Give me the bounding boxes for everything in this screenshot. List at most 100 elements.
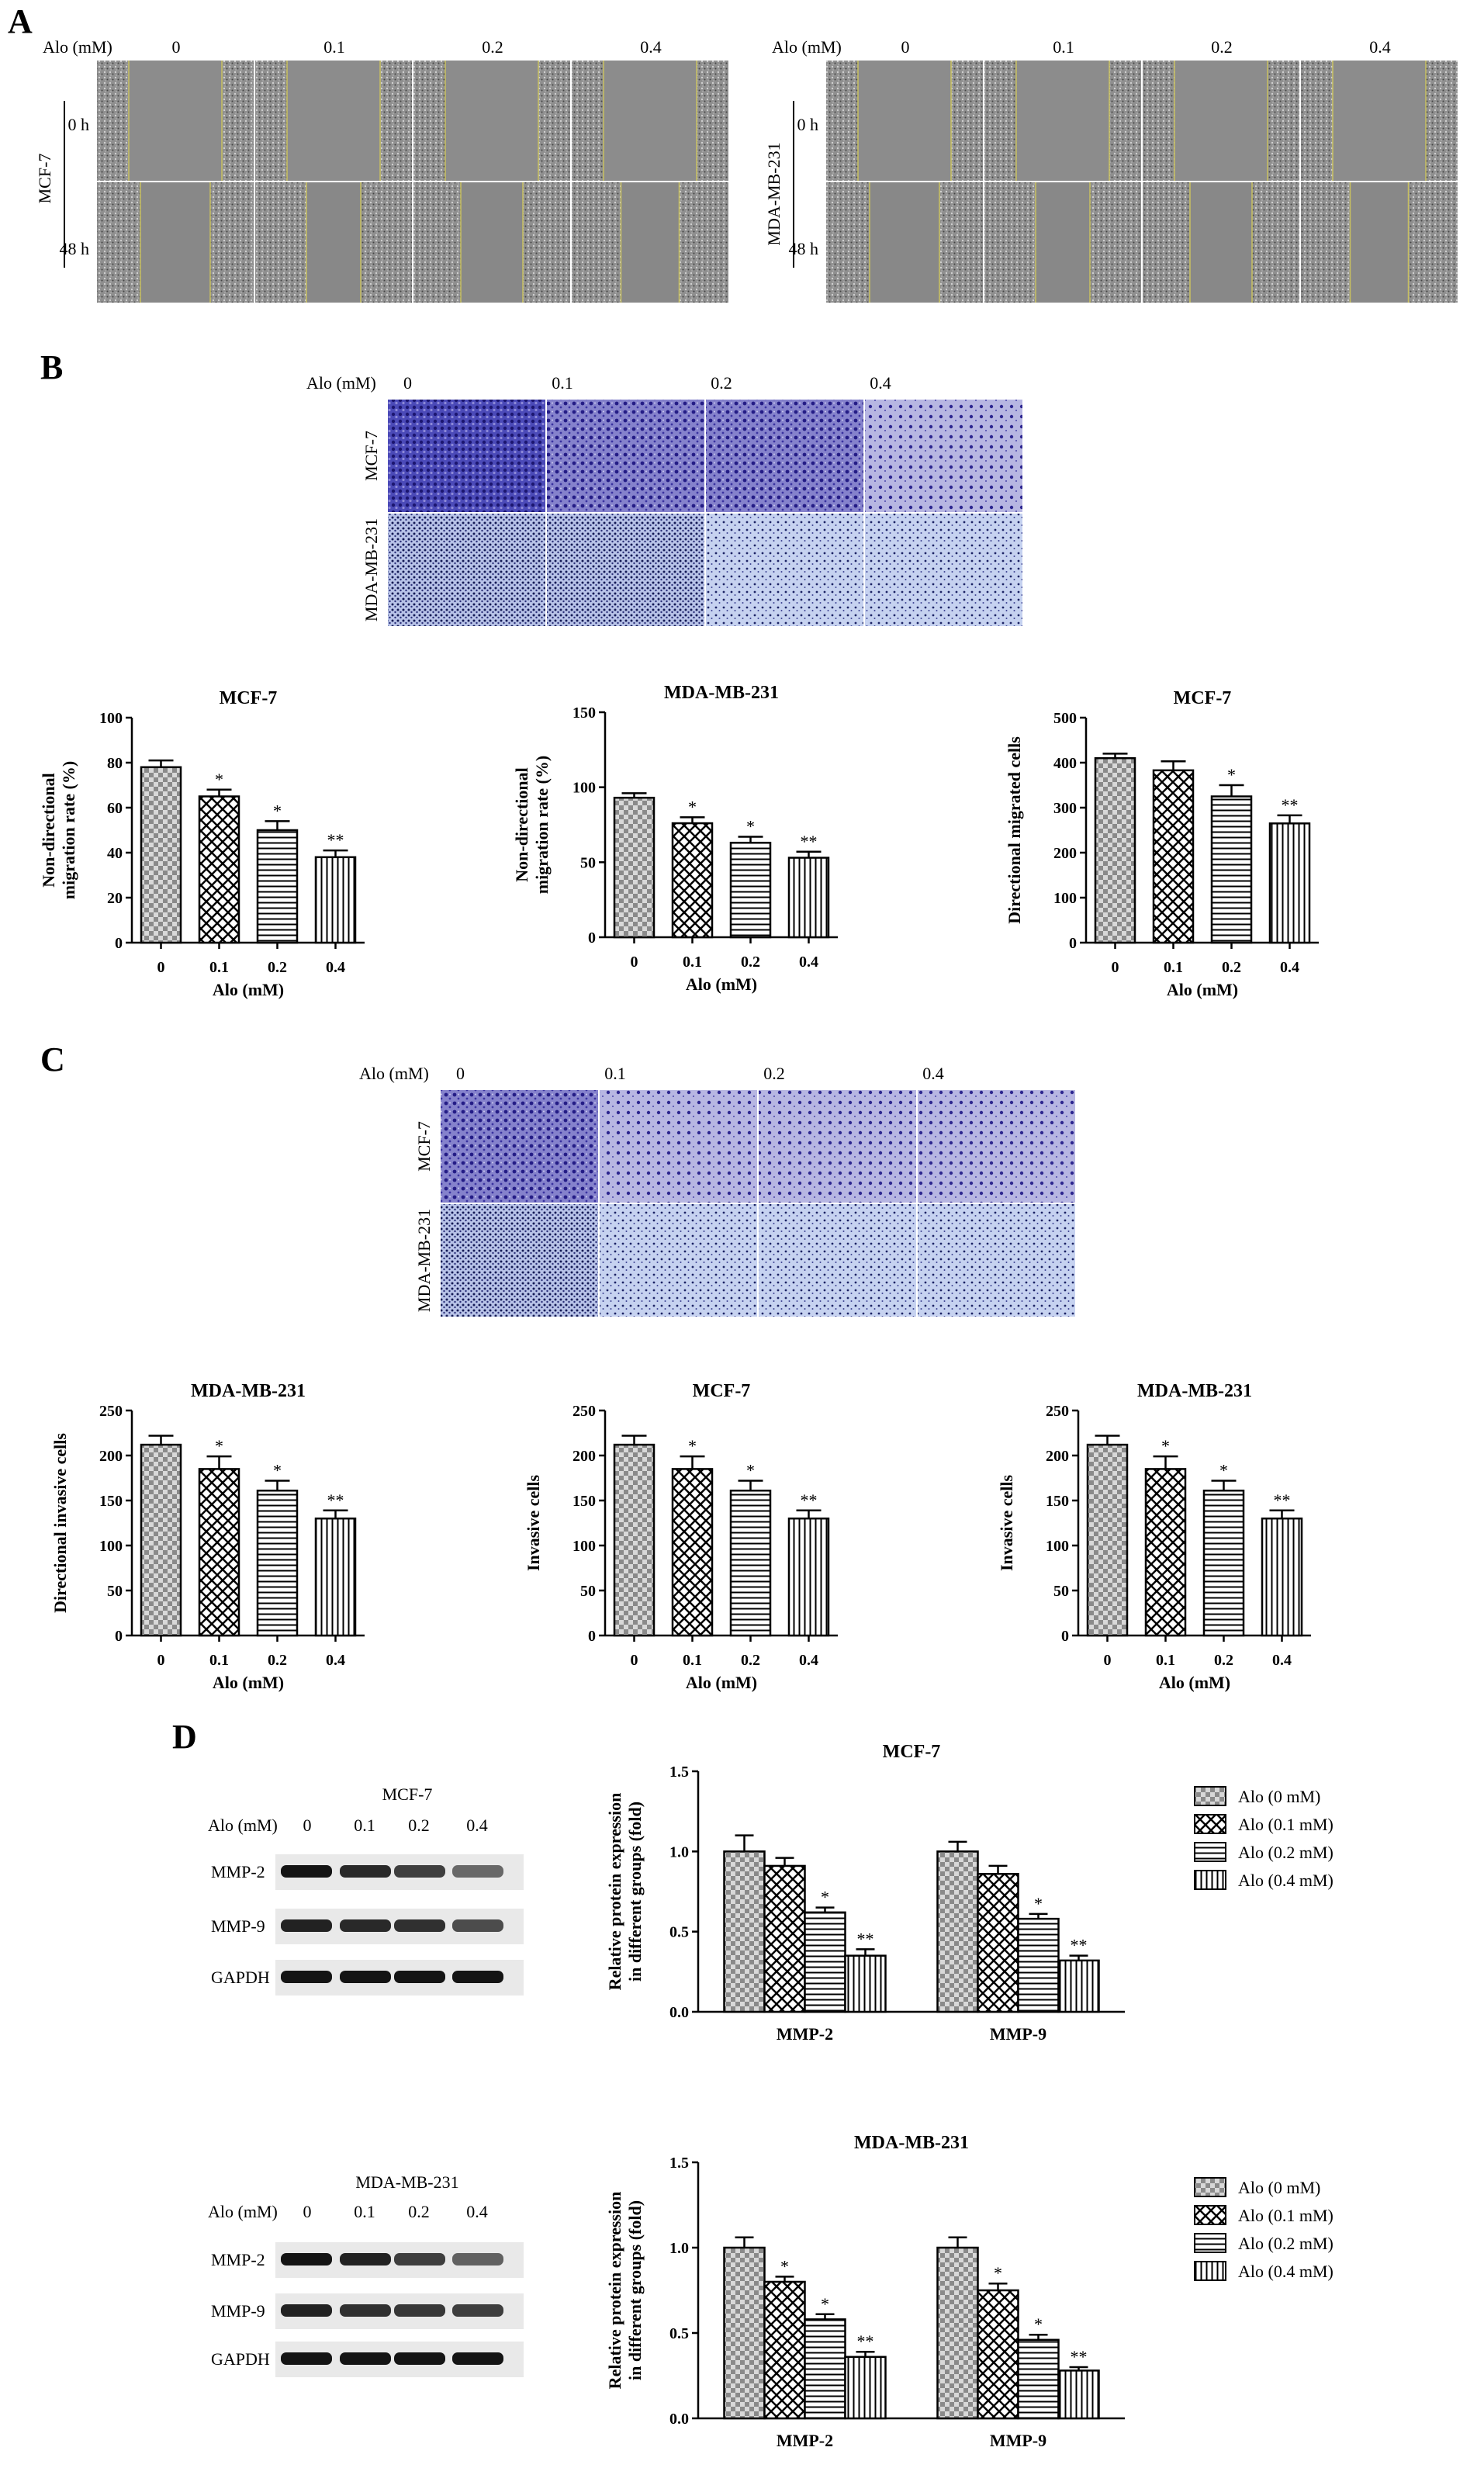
legend-swatch bbox=[1194, 1786, 1226, 1806]
transwell-image bbox=[759, 1090, 916, 1203]
blot-dose-2: 0.2 bbox=[408, 1816, 430, 1835]
y-tick-label: 0 bbox=[588, 1628, 596, 1645]
bar bbox=[140, 766, 182, 944]
blot-dose-0: 0 bbox=[303, 2202, 312, 2221]
x-tick-label: 0.1 bbox=[1164, 959, 1183, 976]
y-tick-label: 150 bbox=[572, 1493, 596, 1510]
x-tick-label: 0.2 bbox=[1214, 1652, 1233, 1669]
legend-swatch bbox=[1194, 2177, 1226, 2197]
charts: MCF-7 0 20 40 60 80 100 Non-directionalmigratio… bbox=[39, 683, 1334, 2450]
x-tick-label: MMP-2 bbox=[777, 2024, 833, 2044]
y-axis-label: Relative protein expressionin different … bbox=[605, 1793, 645, 1991]
dose-label-1: 0.1 bbox=[604, 1064, 626, 1083]
bar bbox=[1268, 822, 1311, 944]
wound-gap bbox=[461, 182, 523, 303]
blot-dose-2: 0.2 bbox=[408, 2202, 430, 2221]
significance-mark: * bbox=[821, 2294, 829, 2314]
legend-label: Alo (0.4 mM) bbox=[1238, 2262, 1334, 2281]
bar bbox=[256, 829, 299, 944]
time-label-0h: 0 h bbox=[797, 115, 819, 134]
x-tick-label: 0.1 bbox=[209, 959, 229, 976]
significance-mark: * bbox=[780, 2256, 789, 2276]
y-tick-label: 50 bbox=[580, 1583, 596, 1600]
dose-label-0: 0 bbox=[172, 37, 181, 57]
significance-mark: ** bbox=[857, 2331, 874, 2351]
y-tick-label: 150 bbox=[1046, 1493, 1069, 1510]
x-tick-label: 0.4 bbox=[799, 1652, 818, 1669]
significance-mark: * bbox=[215, 1436, 223, 1456]
significance-mark: ** bbox=[1071, 1936, 1088, 1955]
chart-title: MDA-MB-231 bbox=[191, 1381, 306, 1401]
blot-band-label: MMP-2 bbox=[211, 1862, 265, 1881]
x-tick-label: 0 bbox=[1112, 959, 1119, 976]
bar bbox=[1261, 1517, 1303, 1637]
bar bbox=[844, 1954, 887, 2013]
dose-label: Alo (mM) bbox=[306, 373, 376, 393]
significance-mark: * bbox=[273, 1460, 282, 1480]
x-axis-label: Alo (mM) bbox=[686, 974, 757, 994]
wound-gap bbox=[129, 61, 222, 181]
blot-band-label: MMP-2 bbox=[211, 2250, 265, 2269]
bar bbox=[729, 841, 772, 939]
significance-mark: ** bbox=[801, 832, 818, 851]
blot-band-label: GAPDH bbox=[211, 1968, 270, 1987]
significance-mark: ** bbox=[327, 1490, 344, 1510]
blot-dose-3: 0.4 bbox=[466, 1816, 488, 1835]
transwell-image bbox=[441, 1204, 598, 1317]
wound-image bbox=[984, 182, 1141, 303]
bar bbox=[844, 2356, 887, 2420]
bar bbox=[671, 1468, 714, 1637]
bar bbox=[1057, 2369, 1100, 2420]
chart-title: MCF-7 bbox=[1174, 688, 1232, 708]
x-tick-label: 0.4 bbox=[799, 954, 818, 971]
dose-label-3: 0.4 bbox=[640, 37, 662, 57]
significance-mark: * bbox=[688, 1436, 697, 1456]
y-tick-label: 0 bbox=[115, 1628, 123, 1645]
x-tick-label: 0 bbox=[157, 1652, 165, 1669]
bar bbox=[1086, 1443, 1129, 1637]
x-tick-label: MMP-2 bbox=[777, 2431, 833, 2450]
x-axis-label: Alo (mM) bbox=[1159, 1673, 1230, 1692]
blot-band bbox=[340, 2253, 391, 2266]
bar bbox=[1017, 2338, 1060, 2420]
x-tick-label: 0.1 bbox=[683, 1652, 702, 1669]
x-tick-label: 0.1 bbox=[683, 954, 702, 971]
bar bbox=[977, 1873, 1019, 2013]
bar bbox=[198, 795, 240, 944]
y-axis-label: Non-directionalmigration rate (%) bbox=[39, 761, 78, 899]
bar bbox=[787, 857, 830, 939]
bar bbox=[314, 856, 357, 944]
x-tick-label: MMP-9 bbox=[990, 2024, 1046, 2044]
dose-label: Alo (mM) bbox=[43, 37, 112, 57]
dose-label-2: 0.2 bbox=[1211, 37, 1233, 57]
y-tick-label: 400 bbox=[1053, 755, 1077, 772]
significance-mark: * bbox=[273, 801, 282, 820]
y-tick-label: 1.0 bbox=[669, 2240, 689, 2257]
blot-dose-label: Alo (mM) bbox=[208, 1816, 278, 1835]
wound-gap bbox=[287, 61, 380, 181]
bar bbox=[140, 1443, 182, 1637]
legend-swatch bbox=[1194, 2233, 1226, 2253]
significance-mark: * bbox=[746, 1460, 755, 1480]
legend-label: Alo (0.4 mM) bbox=[1238, 1871, 1334, 1890]
blot-dose-3: 0.4 bbox=[466, 2202, 488, 2221]
legend-label: Alo (0.1 mM) bbox=[1238, 1815, 1334, 1834]
y-tick-label: 0.5 bbox=[669, 2325, 689, 2342]
significance-mark: * bbox=[1227, 765, 1236, 784]
y-tick-label: 200 bbox=[572, 1448, 596, 1465]
dose-label-1: 0.1 bbox=[552, 373, 573, 393]
y-tick-label: 250 bbox=[572, 1403, 596, 1420]
panel-letter-c: C bbox=[40, 1040, 65, 1078]
dose-label-2: 0.2 bbox=[711, 373, 732, 393]
y-tick-label: 80 bbox=[107, 755, 123, 772]
row-label: MDA-MB-231 bbox=[414, 1209, 434, 1312]
chart-title: MDA-MB-231 bbox=[664, 683, 779, 703]
y-axis-label: Relative protein expressionin different … bbox=[605, 2192, 645, 2390]
row-label: MCF-7 bbox=[361, 431, 381, 481]
chart-3: MDA-MB-231 0 50 100 150 200 250 Directional inv… bbox=[50, 1381, 365, 1692]
bar bbox=[256, 1489, 299, 1637]
transwell-image bbox=[441, 1090, 598, 1203]
chart-7: MDA-MB-231 0.0 0.5 1.0 1.5 Relative protein e… bbox=[605, 2133, 1334, 2450]
y-axis-label: Invasive cells bbox=[524, 1475, 543, 1571]
bar bbox=[1094, 756, 1136, 944]
